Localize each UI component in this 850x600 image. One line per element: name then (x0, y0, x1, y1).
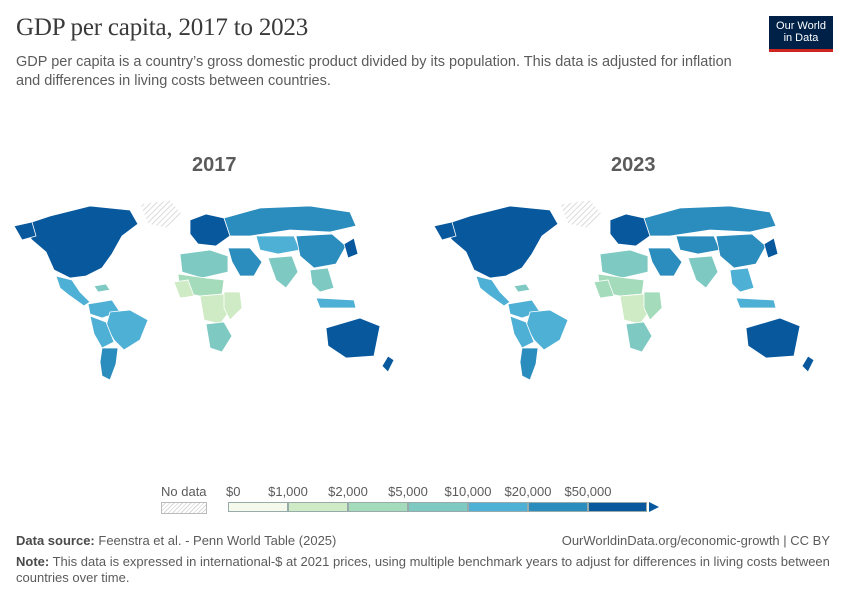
country-region-southeast-asia[interactable] (729, 267, 755, 293)
data-source: Data source: Feenstra et al. - Penn Worl… (16, 533, 336, 548)
country-region-caribbean[interactable] (513, 283, 531, 293)
legend-color-bin[interactable] (528, 502, 588, 512)
legend-tick-label: $1,000 (268, 484, 308, 499)
legend-color-bin[interactable] (588, 502, 647, 512)
country-region-east-africa[interactable] (643, 291, 663, 321)
country-region-china[interactable] (715, 233, 767, 269)
legend-tick-label: $5,000 (388, 484, 428, 499)
country-region-russia[interactable] (643, 205, 777, 237)
country-region-north-africa[interactable] (599, 249, 649, 279)
country-region-north-america[interactable] (439, 205, 559, 279)
country-region-new-zealand[interactable] (381, 355, 395, 373)
chart-subtitle: GDP per capita is a country’s gross dome… (16, 54, 732, 89)
country-region-central-asia[interactable] (675, 235, 721, 255)
map-title-2017: 2017 (192, 154, 237, 176)
country-region-new-zealand[interactable] (801, 355, 815, 373)
country-region-europe[interactable] (189, 213, 231, 247)
country-region-east-africa[interactable] (223, 291, 243, 321)
country-region-indonesia[interactable] (315, 297, 357, 309)
country-region-brazil[interactable] (105, 309, 149, 351)
legend-tick-label: $20,000 (504, 484, 552, 499)
country-region-greenland[interactable] (139, 199, 183, 229)
country-region-peru-bolivia[interactable] (509, 315, 535, 349)
legend-tick-label: $10,000 (444, 484, 492, 499)
country-region-middle-east[interactable] (227, 247, 263, 277)
country-region-caribbean[interactable] (93, 283, 111, 293)
country-region-south-asia[interactable] (267, 255, 299, 289)
world-map-2023[interactable] (430, 196, 835, 386)
country-region-europe[interactable] (609, 213, 651, 247)
source-text[interactable]: Feenstra et al. - Penn World Table (2025… (98, 533, 337, 548)
country-region-southern-africa[interactable] (625, 321, 653, 353)
country-region-southeast-asia[interactable] (309, 267, 335, 293)
country-region-indonesia[interactable] (735, 297, 777, 309)
world-map-2017[interactable] (10, 196, 415, 386)
chart-note: Note: This data is expressed in internat… (16, 554, 836, 586)
logo-line-2: in Data (783, 32, 819, 44)
legend-color-bin[interactable] (468, 502, 528, 512)
country-region-central-asia[interactable] (255, 235, 301, 255)
country-region-greenland[interactable] (559, 199, 603, 229)
legend-color-bin[interactable] (228, 502, 288, 512)
map-title-2023: 2023 (611, 154, 656, 176)
country-region-argentina-chile[interactable] (519, 347, 539, 381)
note-label: Note: (16, 554, 50, 569)
country-region-argentina-chile[interactable] (99, 347, 119, 381)
country-region-west-africa[interactable] (593, 279, 615, 299)
legend-no-data-label: No data (161, 484, 207, 499)
country-region-mexico-central-america[interactable] (55, 275, 91, 307)
legend-color-bin[interactable] (348, 502, 408, 512)
legend-arrow-icon (649, 502, 659, 512)
legend-color-bin[interactable] (288, 502, 348, 512)
legend-tick-label: $2,000 (328, 484, 368, 499)
country-region-russia[interactable] (223, 205, 357, 237)
country-region-west-africa[interactable] (173, 279, 195, 299)
legend-tick-label: $0 (226, 484, 241, 499)
country-region-japan-korea[interactable] (763, 237, 779, 259)
legend-no-data-swatch[interactable] (161, 502, 207, 514)
country-region-north-america[interactable] (19, 205, 139, 279)
country-region-japan-korea[interactable] (343, 237, 359, 259)
country-region-mexico-central-america[interactable] (475, 275, 511, 307)
country-region-australia[interactable] (745, 317, 801, 359)
country-region-china[interactable] (295, 233, 347, 269)
country-region-southern-africa[interactable] (205, 321, 233, 353)
country-region-brazil[interactable] (525, 309, 569, 351)
country-region-alaska[interactable] (13, 221, 37, 241)
country-region-north-africa[interactable] (179, 249, 229, 279)
country-region-peru-bolivia[interactable] (89, 315, 115, 349)
country-region-alaska[interactable] (433, 221, 457, 241)
source-label: Data source: (16, 533, 95, 548)
country-region-middle-east[interactable] (647, 247, 683, 277)
owid-logo[interactable]: Our World in Data (769, 16, 833, 52)
country-region-south-asia[interactable] (687, 255, 719, 289)
note-text: This data is expressed in international-… (16, 554, 830, 585)
legend-color-bin[interactable] (408, 502, 468, 512)
color-legend: No data $0 $1,000 $2,000 $5,000 $10,000 $20,0… (0, 480, 850, 520)
source-url[interactable]: OurWorldinData.org/economic-growth | CC … (561, 533, 830, 548)
legend-tick-label: $50,000 (564, 484, 612, 499)
country-region-australia[interactable] (325, 317, 381, 359)
chart-title: GDP per capita, 2017 to 2023 (16, 14, 309, 41)
logo-line-1: Our World (776, 20, 826, 32)
